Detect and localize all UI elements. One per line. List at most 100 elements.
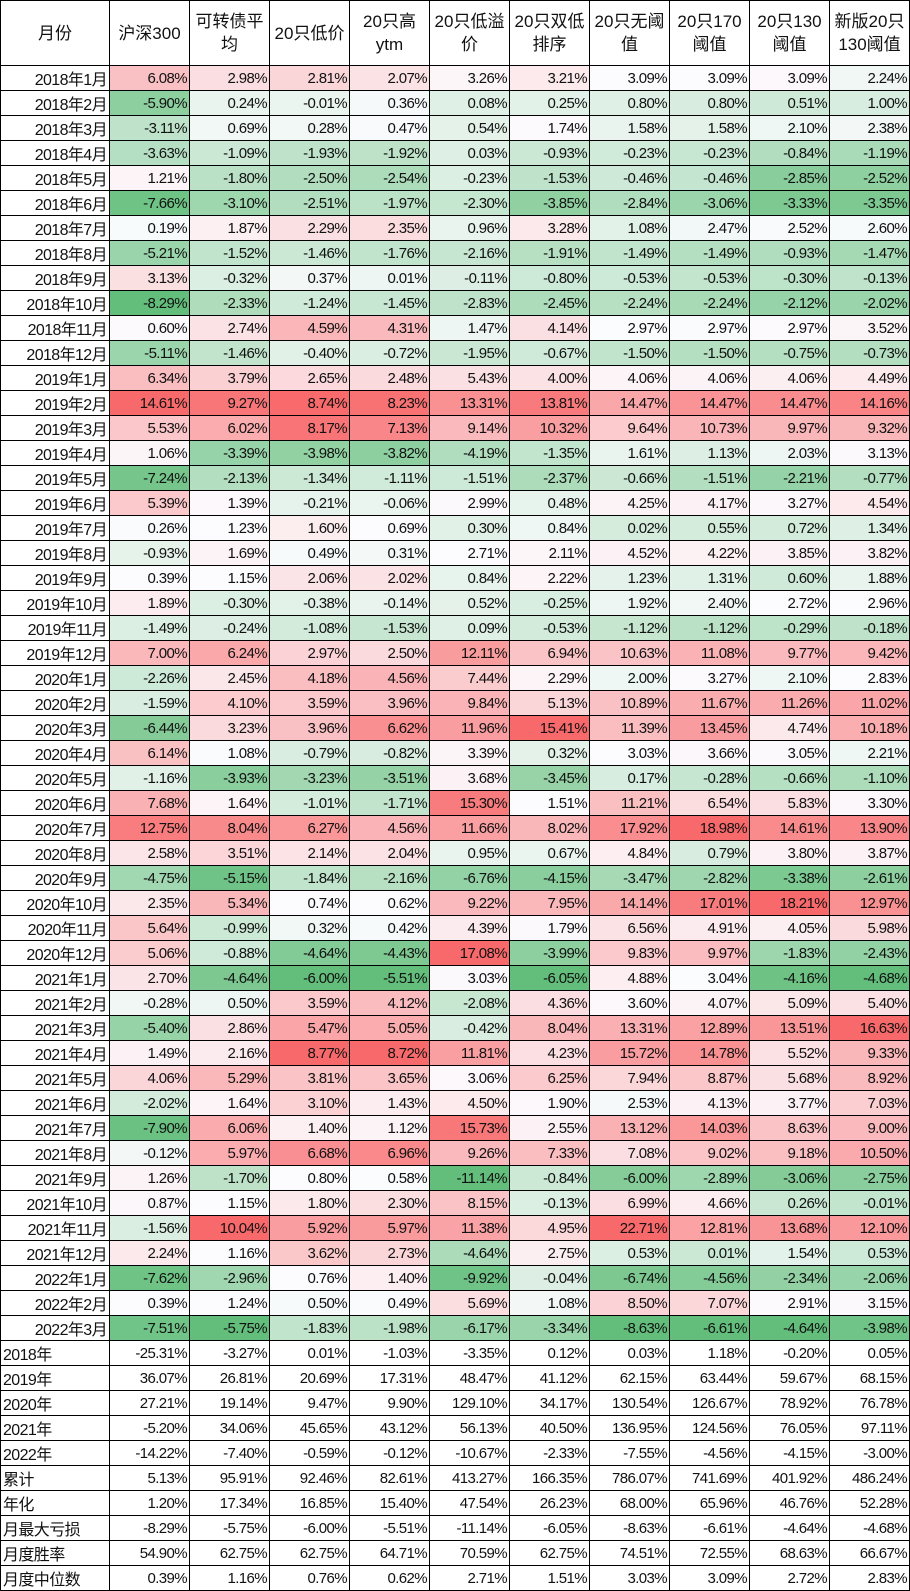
row-label[interactable]: 2018年11月 <box>0 315 110 341</box>
value-cell[interactable]: 9.83% <box>589 940 670 966</box>
value-cell[interactable]: -0.46% <box>589 165 670 191</box>
value-cell[interactable]: 4.06% <box>669 365 750 391</box>
value-cell[interactable]: 0.49% <box>349 1290 430 1316</box>
value-cell[interactable]: -1.97% <box>349 190 430 216</box>
row-label[interactable]: 2019年8月 <box>0 540 110 566</box>
value-cell[interactable]: 4.00% <box>509 365 590 391</box>
value-cell[interactable]: 124.56% <box>669 1415 750 1441</box>
value-cell[interactable]: 43.12% <box>349 1415 430 1441</box>
value-cell[interactable]: -3.34% <box>509 1315 590 1341</box>
value-cell[interactable]: -6.00% <box>269 965 350 991</box>
value-cell[interactable]: 9.02% <box>669 1140 750 1166</box>
value-cell[interactable]: 17.34% <box>189 1490 270 1516</box>
value-cell[interactable]: -4.75% <box>109 865 190 891</box>
value-cell[interactable]: -3.51% <box>349 765 430 791</box>
value-cell[interactable]: -25.31% <box>109 1340 190 1366</box>
value-cell[interactable]: 68.00% <box>589 1490 670 1516</box>
column-header[interactable]: 20只低价 <box>269 0 350 66</box>
value-cell[interactable]: -0.53% <box>669 265 750 291</box>
value-cell[interactable]: 8.15% <box>429 1190 510 1216</box>
value-cell[interactable]: -1.76% <box>349 240 430 266</box>
value-cell[interactable]: 1.31% <box>669 565 750 591</box>
value-cell[interactable]: 4.66% <box>669 1190 750 1216</box>
value-cell[interactable]: 2.72% <box>749 1565 830 1591</box>
value-cell[interactable]: 10.63% <box>589 640 670 666</box>
value-cell[interactable]: 2.02% <box>349 565 430 591</box>
value-cell[interactable]: 1.79% <box>509 915 590 941</box>
value-cell[interactable]: 8.04% <box>509 1015 590 1041</box>
value-cell[interactable]: 14.47% <box>749 390 830 416</box>
value-cell[interactable]: 1.60% <box>269 515 350 541</box>
value-cell[interactable]: -2.21% <box>749 465 830 491</box>
column-header[interactable]: 可转债平均 <box>189 0 270 66</box>
value-cell[interactable]: 15.40% <box>349 1490 430 1516</box>
value-cell[interactable]: -2.24% <box>669 290 750 316</box>
value-cell[interactable]: 17.31% <box>349 1365 430 1391</box>
value-cell[interactable]: 3.13% <box>829 440 910 466</box>
value-cell[interactable]: 0.49% <box>269 540 350 566</box>
value-cell[interactable]: 2.91% <box>749 1290 830 1316</box>
value-cell[interactable]: 2.98% <box>189 65 270 91</box>
value-cell[interactable]: 7.13% <box>349 415 430 441</box>
value-cell[interactable]: 0.69% <box>189 115 270 141</box>
value-cell[interactable]: -1.35% <box>509 440 590 466</box>
row-label[interactable]: 2020年11月 <box>0 915 110 941</box>
value-cell[interactable]: -1.53% <box>349 615 430 641</box>
value-cell[interactable]: -2.52% <box>829 165 910 191</box>
value-cell[interactable]: 3.96% <box>269 715 350 741</box>
value-cell[interactable]: -3.85% <box>509 190 590 216</box>
value-cell[interactable]: -6.74% <box>589 1265 670 1291</box>
row-label[interactable]: 2020年12月 <box>0 940 110 966</box>
value-cell[interactable]: 63.44% <box>669 1365 750 1391</box>
value-cell[interactable]: 0.69% <box>349 515 430 541</box>
value-cell[interactable]: 62.75% <box>269 1540 350 1566</box>
value-cell[interactable]: -0.25% <box>509 590 590 616</box>
value-cell[interactable]: -3.06% <box>669 190 750 216</box>
value-cell[interactable]: 0.03% <box>589 1340 670 1366</box>
value-cell[interactable]: 0.50% <box>189 990 270 1016</box>
value-cell[interactable]: -0.82% <box>349 740 430 766</box>
value-cell[interactable]: 5.83% <box>749 790 830 816</box>
value-cell[interactable]: -0.24% <box>189 615 270 641</box>
value-cell[interactable]: -2.02% <box>829 290 910 316</box>
value-cell[interactable]: -0.29% <box>749 615 830 641</box>
value-cell[interactable]: -2.50% <box>269 165 350 191</box>
value-cell[interactable]: 2.75% <box>509 1240 590 1266</box>
value-cell[interactable]: 9.77% <box>749 640 830 666</box>
value-cell[interactable]: 7.94% <box>589 1065 670 1091</box>
value-cell[interactable]: 8.23% <box>349 390 430 416</box>
value-cell[interactable]: 56.13% <box>429 1415 510 1441</box>
value-cell[interactable]: -1.51% <box>429 465 510 491</box>
value-cell[interactable]: 0.80% <box>269 1165 350 1191</box>
value-cell[interactable]: 0.08% <box>429 90 510 116</box>
value-cell[interactable]: -6.61% <box>669 1315 750 1341</box>
row-label[interactable]: 2021年6月 <box>0 1090 110 1116</box>
value-cell[interactable]: 4.06% <box>749 365 830 391</box>
value-cell[interactable]: 0.84% <box>429 565 510 591</box>
value-cell[interactable]: 741.69% <box>669 1465 750 1491</box>
value-cell[interactable]: 5.43% <box>429 365 510 391</box>
value-cell[interactable]: 2.97% <box>589 315 670 341</box>
value-cell[interactable]: 12.81% <box>669 1215 750 1241</box>
value-cell[interactable]: 0.52% <box>429 590 510 616</box>
row-label[interactable]: 2020年 <box>0 1390 110 1416</box>
value-cell[interactable]: -2.12% <box>749 290 830 316</box>
value-cell[interactable]: -0.30% <box>749 265 830 291</box>
value-cell[interactable]: 14.78% <box>669 1040 750 1066</box>
value-cell[interactable]: 13.90% <box>829 815 910 841</box>
value-cell[interactable]: 3.51% <box>189 840 270 866</box>
value-cell[interactable]: -6.05% <box>509 1515 590 1541</box>
row-label[interactable]: 2019年6月 <box>0 490 110 516</box>
value-cell[interactable]: 2.86% <box>189 1015 270 1041</box>
value-cell[interactable]: 1.26% <box>109 1165 190 1191</box>
value-cell[interactable]: 40.50% <box>509 1415 590 1441</box>
value-cell[interactable]: -5.40% <box>109 1015 190 1041</box>
value-cell[interactable]: -1.59% <box>109 690 190 716</box>
value-cell[interactable]: 6.08% <box>109 65 190 91</box>
value-cell[interactable]: 76.78% <box>829 1390 910 1416</box>
value-cell[interactable]: -4.15% <box>749 1440 830 1466</box>
value-cell[interactable]: 5.98% <box>829 915 910 941</box>
value-cell[interactable]: 3.62% <box>269 1240 350 1266</box>
value-cell[interactable]: 0.01% <box>669 1240 750 1266</box>
value-cell[interactable]: 3.15% <box>829 1290 910 1316</box>
